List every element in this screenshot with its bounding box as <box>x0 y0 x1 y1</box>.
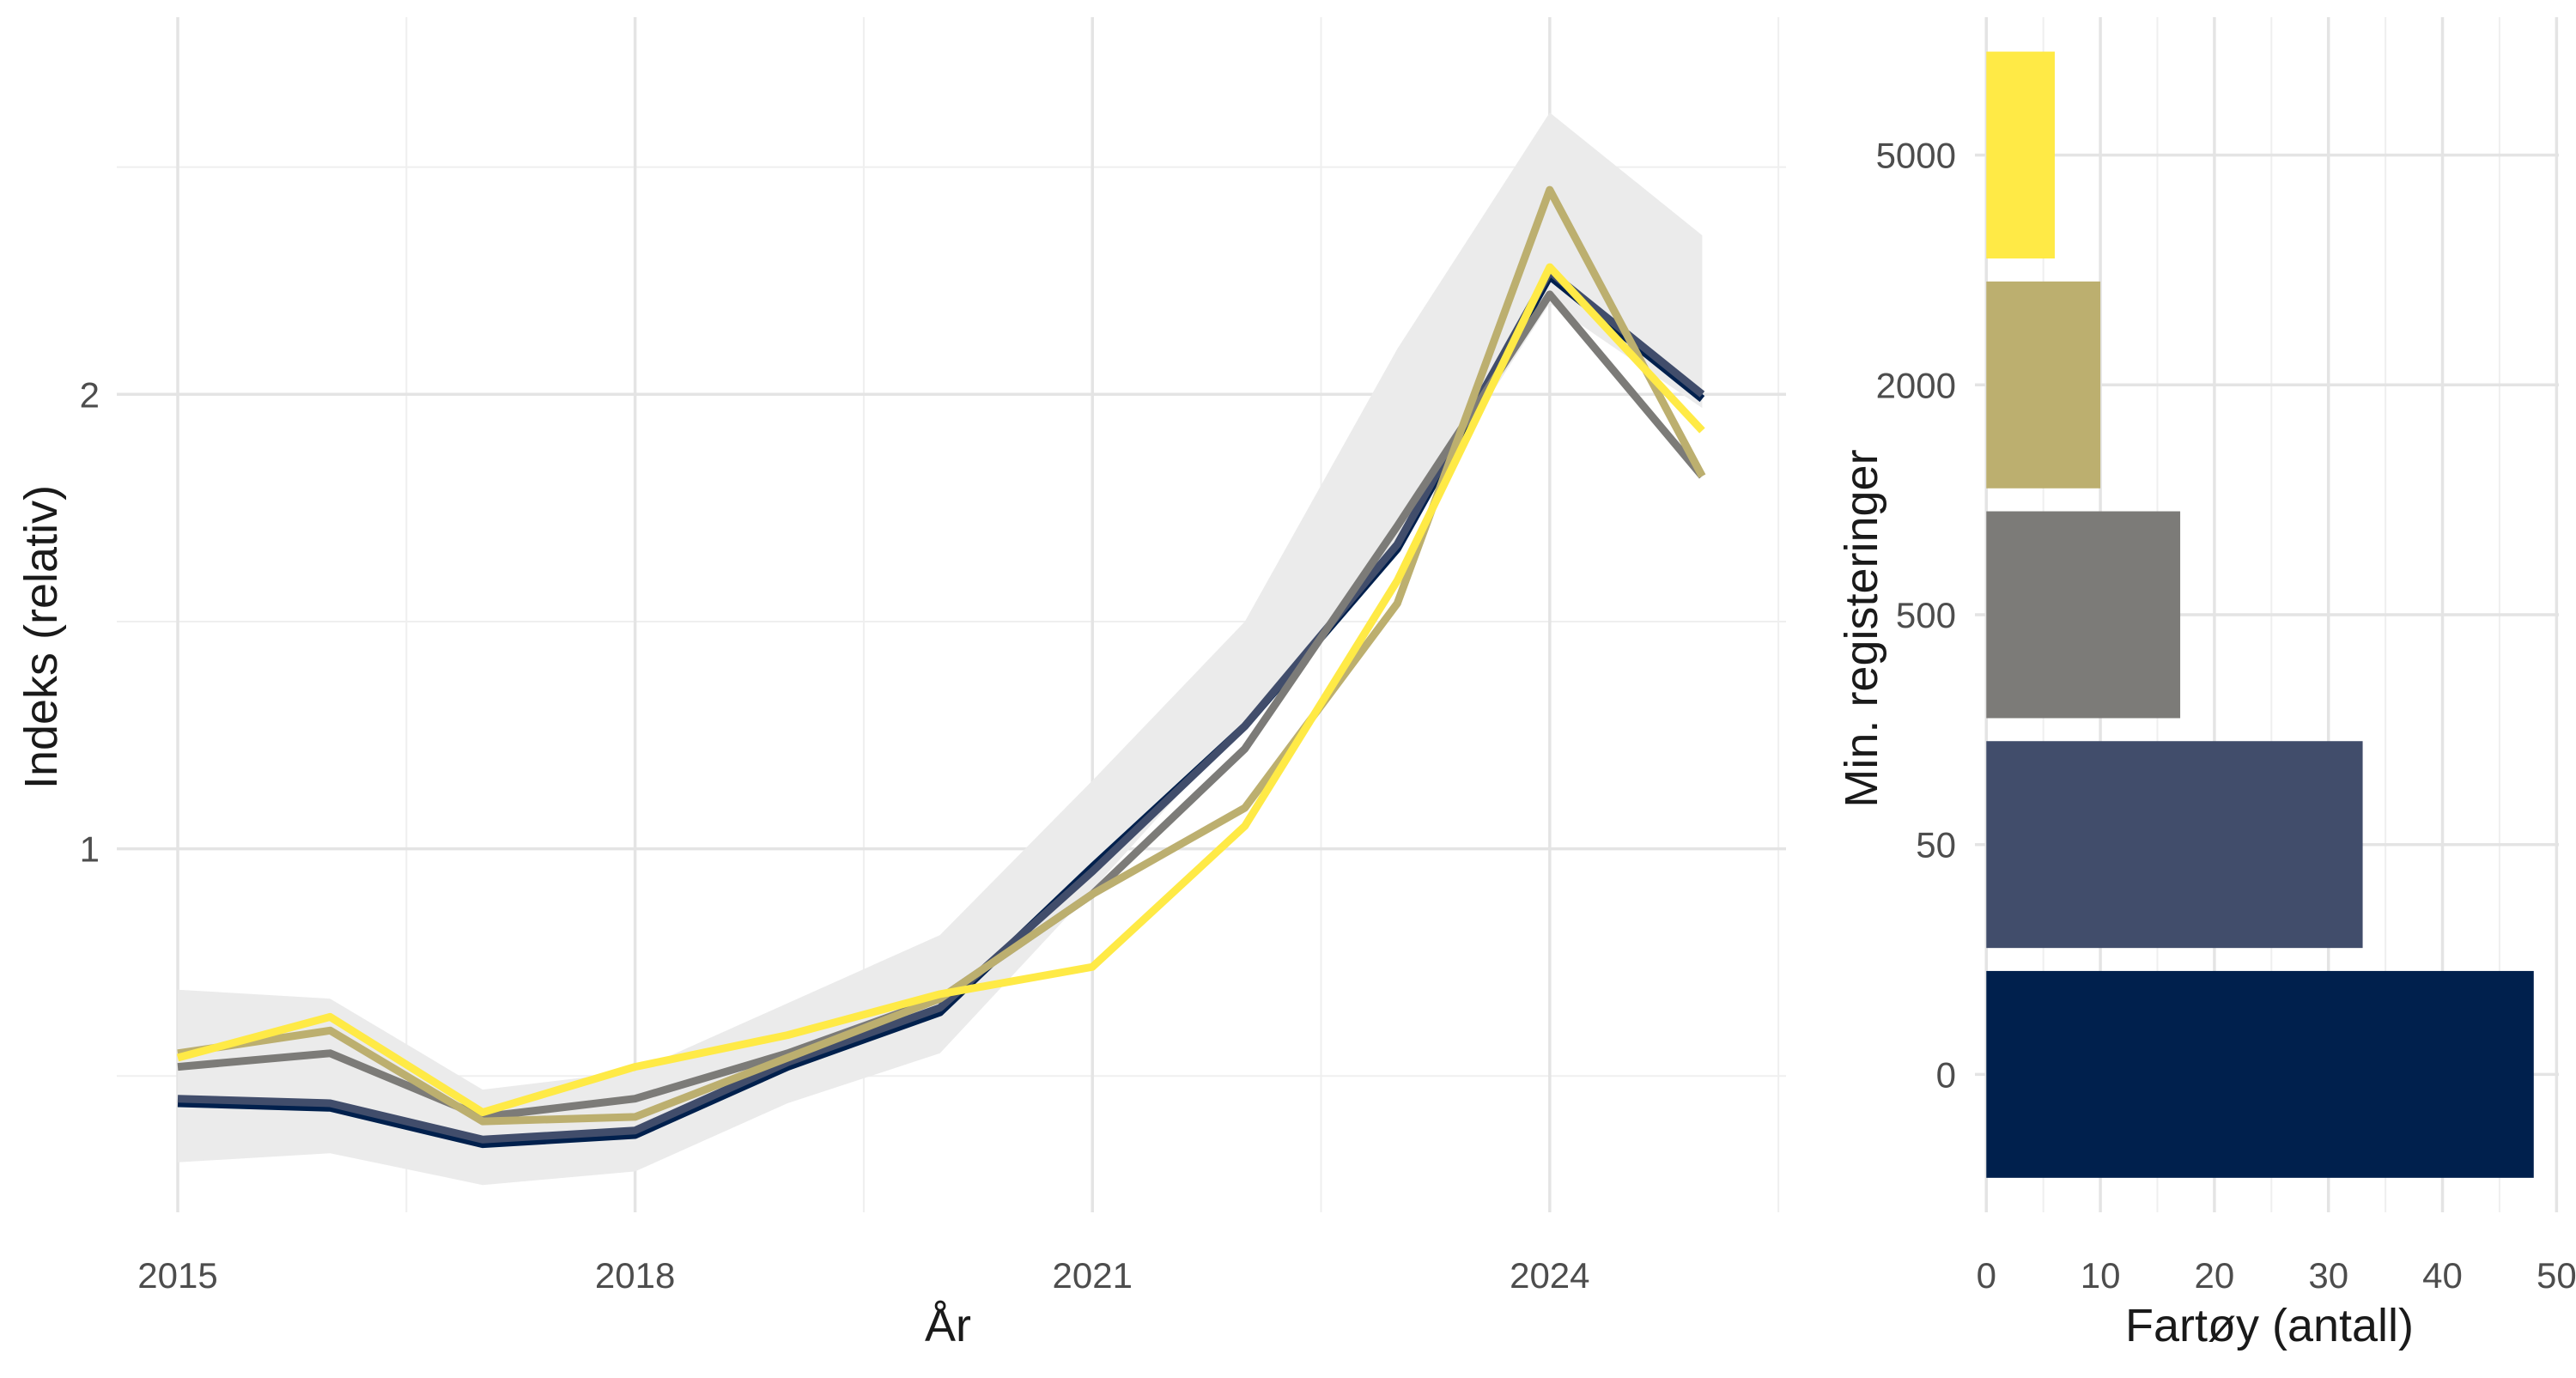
x-tick-label: 2015 <box>137 1255 217 1296</box>
line-chart-y-axis-title: Indeks (relativ) <box>15 485 67 789</box>
y-tick-label: 1 <box>80 829 100 870</box>
bar-chart-y-ticks: 0 50 500 2000 5000 <box>1876 136 1956 1096</box>
x-tick-label: 30 <box>2308 1255 2348 1296</box>
bar-chart-panel: 0 50 500 2000 5000 0 10 20 30 40 50 Fartøy (antal… <box>1836 17 2576 1351</box>
y-tick-label: 50 <box>1916 825 1956 865</box>
line-chart-x-ticks: 2015 2018 2021 2024 <box>137 1255 1589 1296</box>
y-tick-label: 5000 <box>1876 136 1956 176</box>
bar-group <box>1986 52 2534 1178</box>
x-tick-label: 0 <box>1977 1255 1996 1296</box>
x-tick-label: 50 <box>2537 1255 2576 1296</box>
y-tick-label: 0 <box>1936 1054 1956 1095</box>
line-series-group <box>176 185 1706 1149</box>
x-tick-label: 2024 <box>1510 1255 1589 1296</box>
x-tick-label: 20 <box>2195 1255 2235 1296</box>
x-tick-label: 40 <box>2422 1255 2463 1296</box>
bar-50 <box>1986 741 2363 949</box>
line-chart-panel: 2015 2018 2021 2024 12 År Indeks (relativ) <box>15 17 1786 1351</box>
bar-chart-y-axis-title: Min. registeringer <box>1836 449 1887 807</box>
x-tick-label: 10 <box>2081 1255 2121 1296</box>
x-tick-label: 2021 <box>1053 1255 1133 1296</box>
bar-2000 <box>1986 281 2101 489</box>
bar-chart-x-axis-title: Fartøy (antall) <box>2125 1300 2414 1351</box>
bar-chart-x-ticks: 0 10 20 30 40 50 <box>1977 1255 2576 1296</box>
confidence-band-area <box>178 112 1703 1186</box>
series-line-2000 <box>177 185 1706 1126</box>
y-tick-label: 500 <box>1896 595 1956 635</box>
line-chart-y-ticks: 12 <box>80 374 100 869</box>
confidence-band <box>178 112 1703 1186</box>
bar-0 <box>1986 970 2534 1178</box>
bar-500 <box>1986 511 2181 719</box>
series-line-5000 <box>176 263 1705 1117</box>
y-tick-label: 2000 <box>1876 365 1956 405</box>
y-tick-label: 2 <box>80 374 100 415</box>
line-chart-x-axis-title: År <box>925 1300 971 1351</box>
bar-5000 <box>1986 52 2055 259</box>
x-tick-label: 2018 <box>595 1255 675 1296</box>
